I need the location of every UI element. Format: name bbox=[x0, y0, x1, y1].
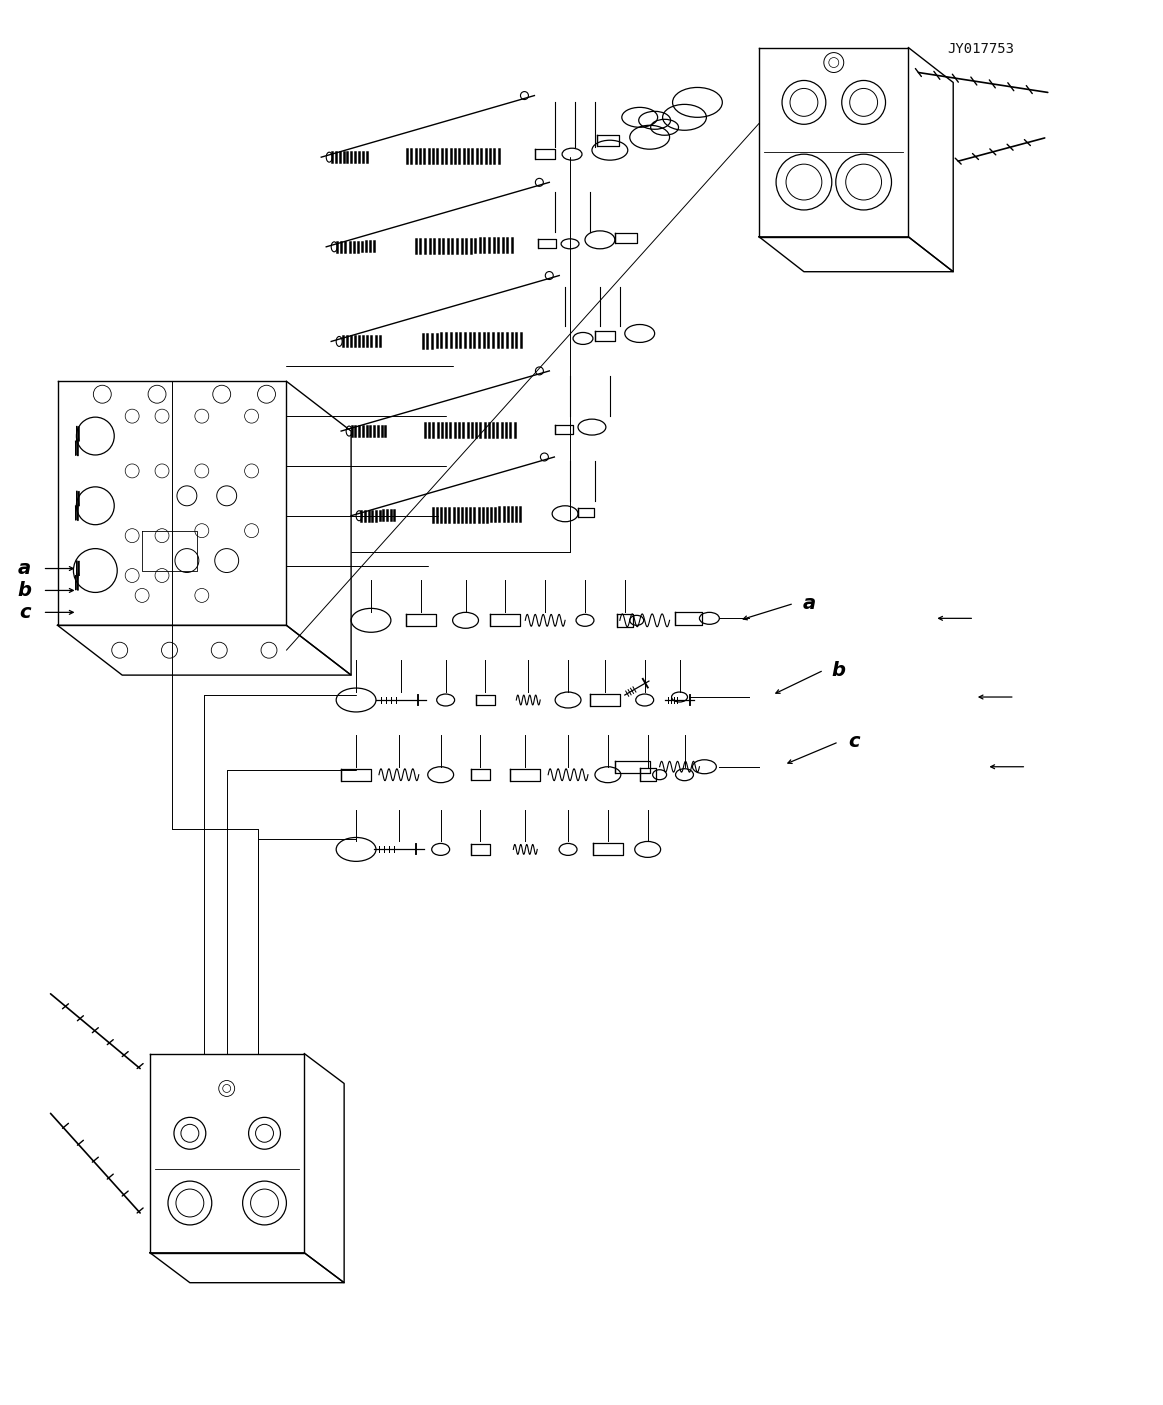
Text: c: c bbox=[848, 732, 859, 752]
Text: b: b bbox=[17, 580, 31, 600]
Text: a: a bbox=[19, 559, 31, 577]
Text: a: a bbox=[802, 594, 815, 613]
Text: JY017753: JY017753 bbox=[948, 42, 1014, 56]
Text: c: c bbox=[19, 603, 30, 622]
Text: b: b bbox=[832, 660, 846, 680]
